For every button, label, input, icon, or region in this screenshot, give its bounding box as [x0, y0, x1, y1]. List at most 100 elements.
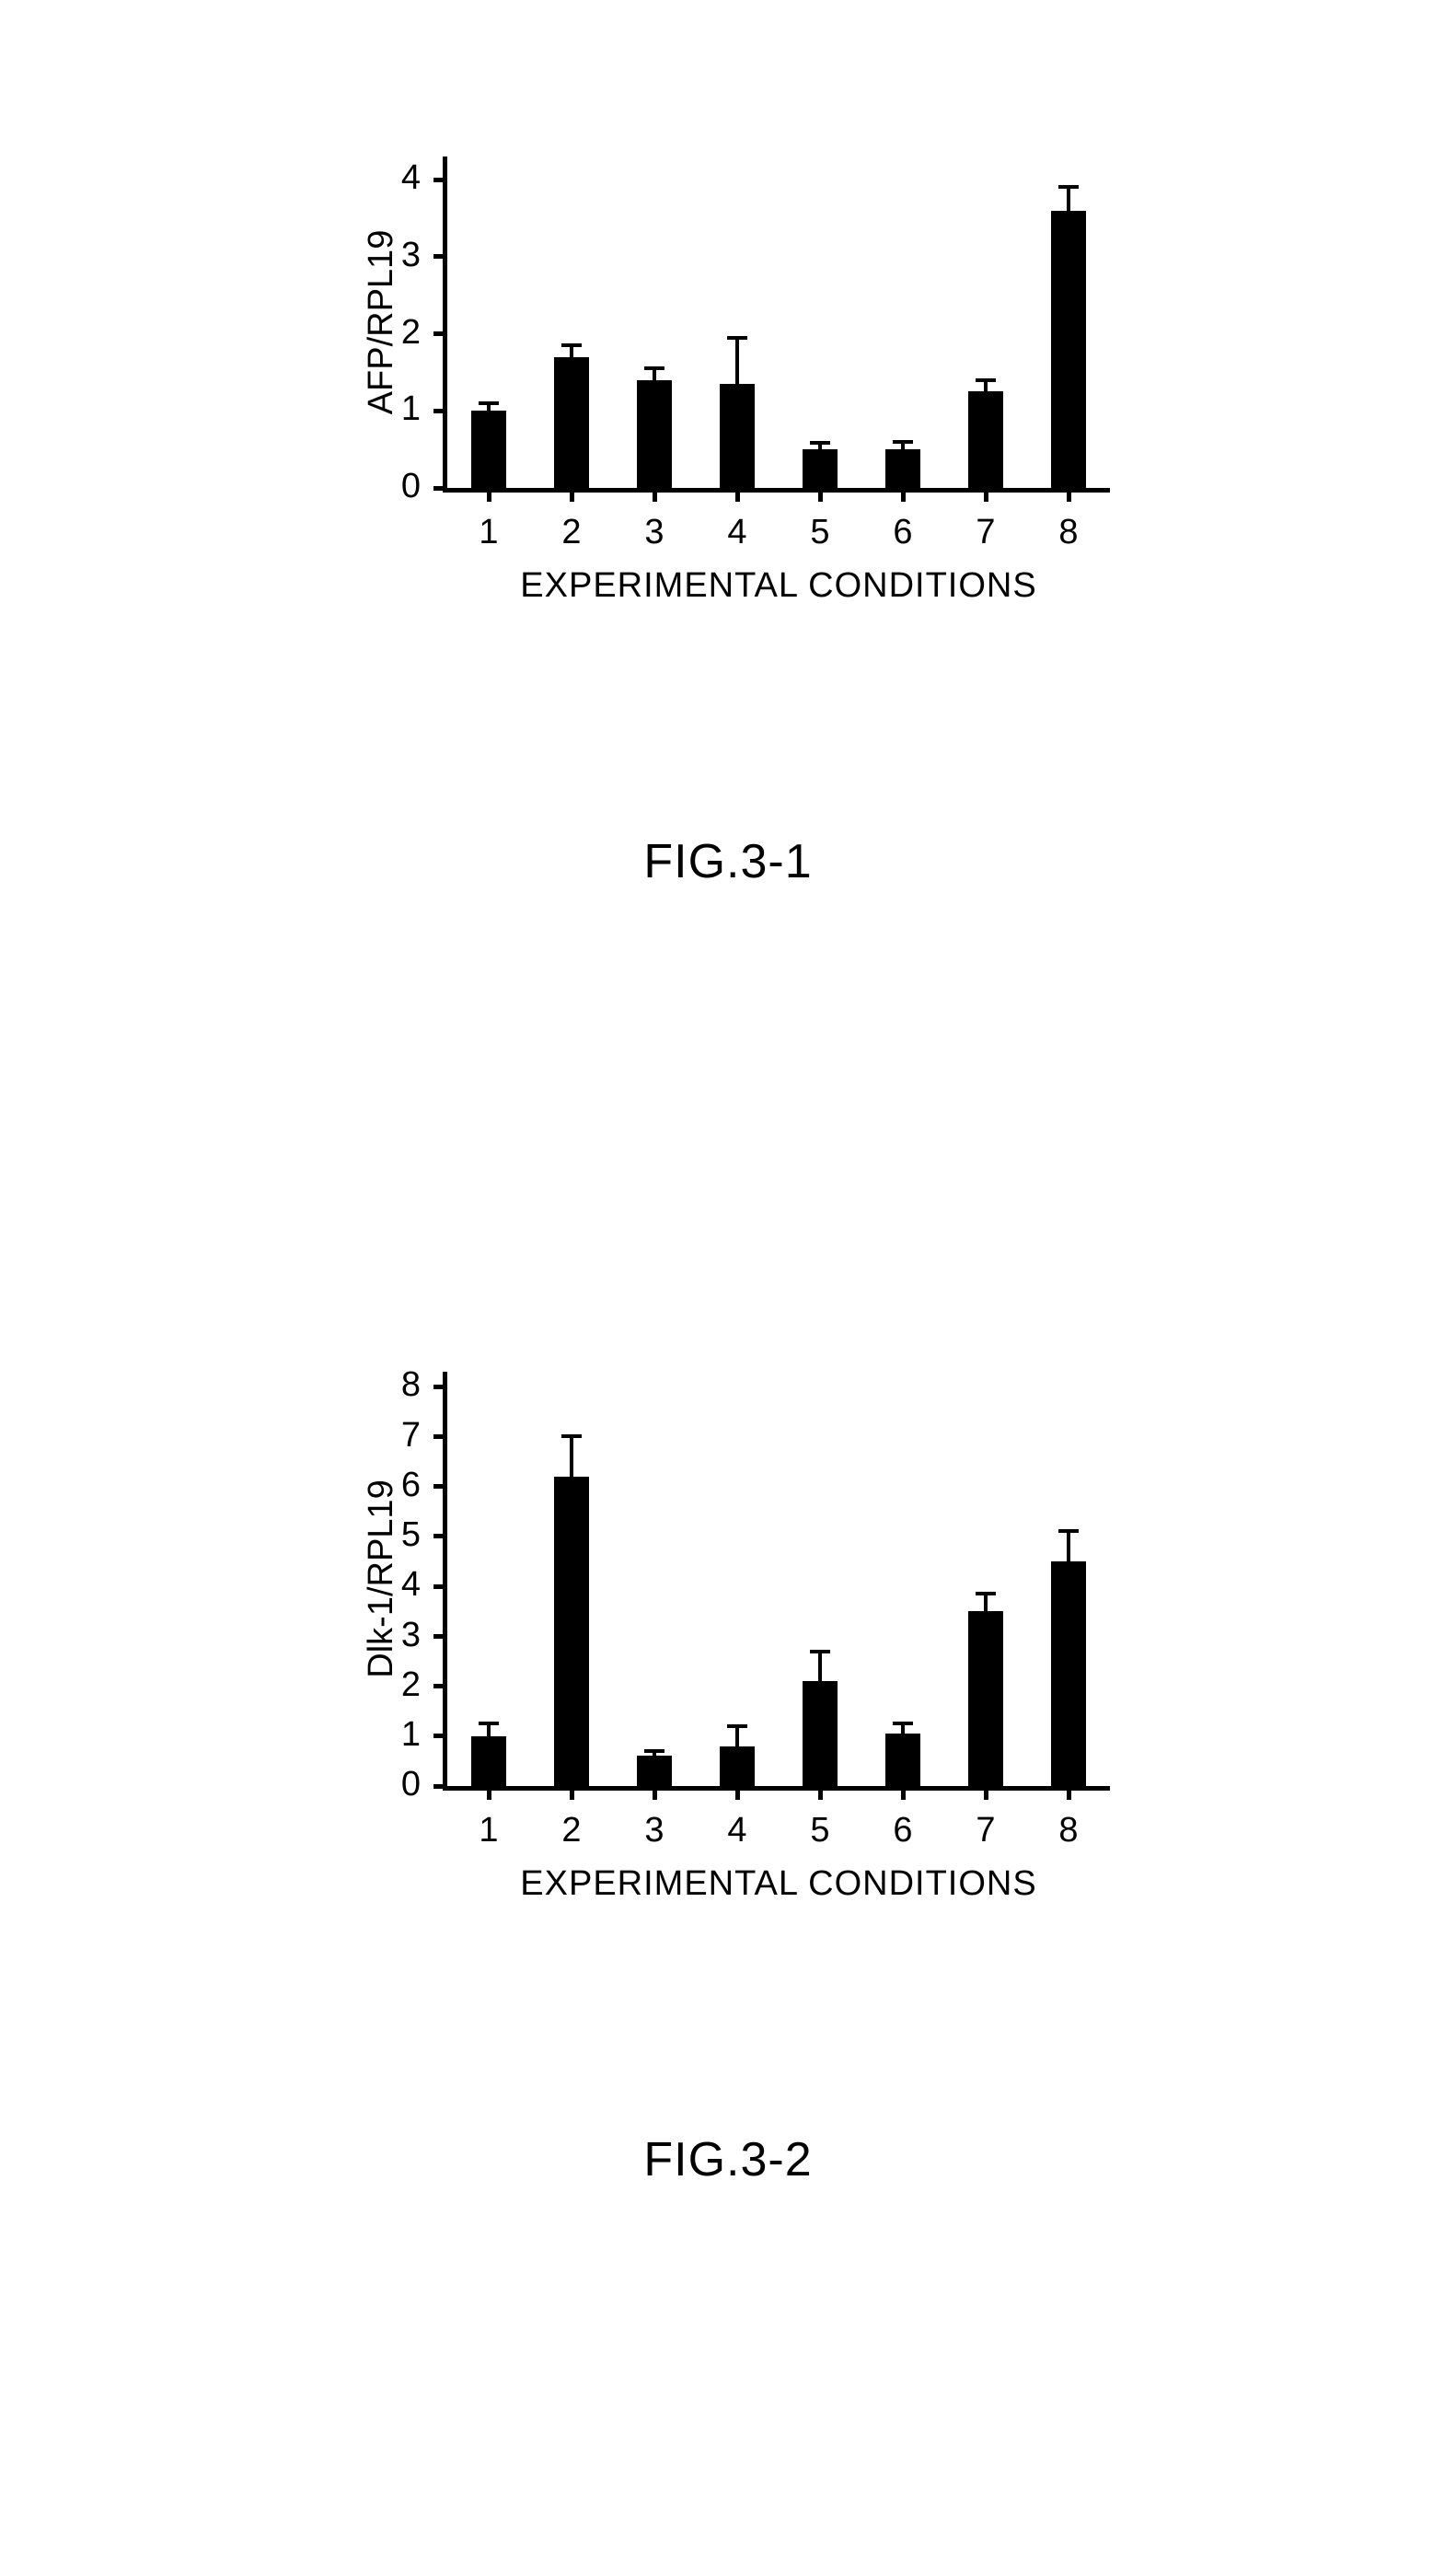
error-bar: [1067, 187, 1070, 210]
x-tick: [984, 493, 988, 502]
x-tick: [1067, 1791, 1071, 1800]
y-tick: [433, 1684, 443, 1688]
fig-3-1-plot-area: [447, 157, 1110, 488]
fig-3-2-chart: 01234567812345678EXPERIMENTAL CONDITIONS…: [309, 1363, 1147, 1948]
x-tick-label: 7: [944, 513, 1027, 552]
x-tick: [901, 1791, 906, 1800]
y-tick: [433, 331, 443, 336]
bar: [885, 1734, 920, 1786]
y-tick: [433, 178, 443, 182]
y-axis-label: AFP/RPL19: [362, 157, 401, 488]
error-bar-cap: [810, 441, 830, 445]
error-bar-cap: [893, 440, 913, 444]
x-axis-label: EXPERIMENTAL CONDITIONS: [447, 566, 1110, 606]
bar: [803, 1681, 838, 1786]
x-tick-label: 1: [447, 1811, 530, 1850]
y-tick: [433, 1534, 443, 1538]
y-tick: [433, 1385, 443, 1389]
error-bar-cap: [644, 366, 664, 370]
x-tick-label: 5: [779, 1811, 861, 1850]
error-bar-cap: [561, 343, 582, 347]
y-tick: [433, 1634, 443, 1639]
bar: [1051, 211, 1086, 488]
error-bar-cap: [561, 1434, 582, 1438]
x-tick-label: 1: [447, 513, 530, 552]
x-tick-label: 3: [613, 513, 696, 552]
y-tick: [433, 486, 443, 491]
bar: [720, 1746, 755, 1786]
y-axis: [443, 157, 447, 493]
error-bar: [735, 1726, 739, 1746]
x-tick-label: 3: [613, 1811, 696, 1850]
x-tick: [653, 1791, 657, 1800]
error-bar-cap: [976, 378, 996, 382]
x-tick-label: 6: [861, 513, 944, 552]
error-bar-cap: [727, 336, 747, 340]
y-axis: [443, 1372, 447, 1791]
x-tick: [487, 493, 491, 502]
error-bar-cap: [479, 1722, 499, 1725]
error-bar-cap: [976, 1592, 996, 1595]
y-axis-label: Dlk-1/RPL19: [362, 1372, 401, 1786]
error-bar: [570, 1436, 573, 1476]
x-tick: [1067, 493, 1071, 502]
x-axis: [443, 1786, 1110, 1791]
x-tick: [653, 493, 657, 502]
error-bar: [1067, 1531, 1070, 1561]
bar: [885, 449, 920, 488]
x-tick: [570, 493, 574, 502]
error-bar: [487, 1723, 491, 1736]
error-bar: [984, 1594, 988, 1611]
error-bar-cap: [1058, 1529, 1079, 1533]
bar: [968, 391, 1003, 488]
y-tick: [433, 1584, 443, 1589]
bar: [803, 449, 838, 488]
bar: [637, 380, 672, 488]
bar: [637, 1756, 672, 1786]
x-tick-label: 4: [696, 513, 779, 552]
fig-3-2-plot-area: [447, 1372, 1110, 1786]
x-tick-label: 5: [779, 513, 861, 552]
x-tick: [487, 1791, 491, 1800]
bar: [554, 1477, 589, 1786]
x-tick-label: 4: [696, 1811, 779, 1850]
x-tick-label: 7: [944, 1811, 1027, 1850]
x-axis: [443, 488, 1110, 493]
fig-3-1-panel: 0123412345678EXPERIMENTAL CONDITIONSAFP/…: [309, 147, 1147, 889]
bar: [471, 411, 506, 488]
x-tick: [818, 493, 823, 502]
fig-3-2-caption: FIG.3-2: [309, 2132, 1147, 2187]
error-bar-cap: [893, 1722, 913, 1725]
bar: [968, 1611, 1003, 1786]
bar: [471, 1736, 506, 1786]
y-tick: [433, 254, 443, 259]
bar: [720, 384, 755, 488]
error-bar-cap: [644, 1749, 664, 1753]
error-bar: [735, 338, 739, 384]
error-bar-cap: [1058, 185, 1079, 189]
x-tick-label: 2: [530, 513, 613, 552]
error-bar-cap: [810, 1650, 830, 1653]
error-bar: [818, 1652, 822, 1682]
bar: [1051, 1561, 1086, 1786]
y-tick: [433, 1434, 443, 1439]
y-tick: [433, 1484, 443, 1489]
y-tick: [433, 409, 443, 413]
x-tick-label: 6: [861, 1811, 944, 1850]
fig-3-2-panel: 01234567812345678EXPERIMENTAL CONDITIONS…: [309, 1363, 1147, 2187]
x-tick: [818, 1791, 823, 1800]
y-tick: [433, 1734, 443, 1738]
x-tick-label: 2: [530, 1811, 613, 1850]
fig-3-1-chart: 0123412345678EXPERIMENTAL CONDITIONSAFP/…: [309, 147, 1147, 650]
y-tick: [433, 1784, 443, 1789]
x-tick: [984, 1791, 988, 1800]
x-axis-label: EXPERIMENTAL CONDITIONS: [447, 1864, 1110, 1904]
error-bar-cap: [479, 401, 499, 405]
x-tick-label: 8: [1027, 513, 1110, 552]
x-tick: [735, 1791, 740, 1800]
x-tick: [735, 493, 740, 502]
fig-3-1-caption: FIG.3-1: [309, 834, 1147, 889]
x-tick-label: 8: [1027, 1811, 1110, 1850]
x-tick: [570, 1791, 574, 1800]
error-bar-cap: [727, 1724, 747, 1728]
